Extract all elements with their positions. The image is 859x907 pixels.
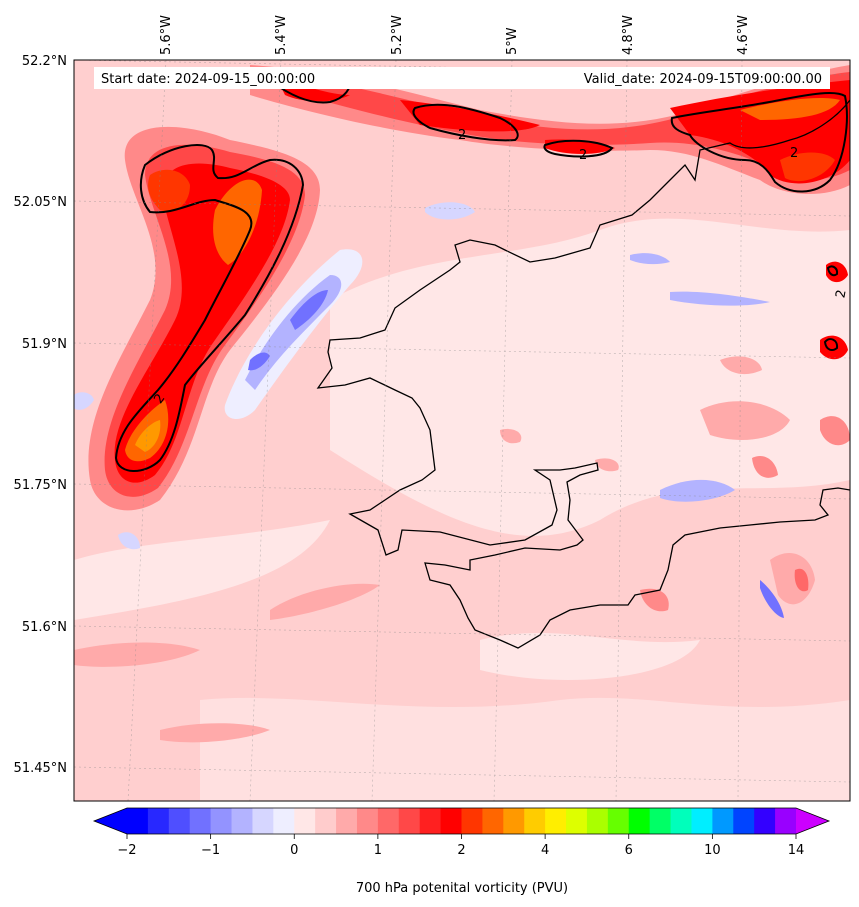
- colorbar-segment: [566, 808, 588, 834]
- colorbar-tick-label: −1: [201, 843, 220, 858]
- lat-tick-label: 51.75°N: [14, 478, 67, 493]
- colorbar-tick-label: 0: [290, 843, 298, 858]
- lat-tick-label: 51.45°N: [14, 761, 67, 776]
- colorbar-segment: [649, 808, 672, 834]
- colorbar-segment: [775, 808, 797, 834]
- lon-tick-label: 5.6°W: [159, 15, 174, 55]
- colorbar-segment: [628, 808, 651, 834]
- colorbar-segment: [273, 808, 295, 834]
- colorbar-tick-label: 4: [541, 843, 549, 858]
- lat-tick-label: 52.2°N: [22, 54, 67, 69]
- colorbar-segment: [691, 808, 713, 834]
- pv-2-contours: [114, 72, 848, 472]
- latitude-ticks: 52.2°N 52.05°N 51.9°N 51.75°N 51.6°N 51.…: [14, 54, 67, 776]
- coastline: [316, 99, 850, 649]
- colorbar-segment: [398, 808, 421, 834]
- colorbar-tick-label: 10: [704, 843, 721, 858]
- colorbar-segment: [712, 808, 734, 834]
- colorbar-tick-label: −2: [117, 843, 136, 858]
- colorbar-segment: [586, 808, 609, 834]
- colorbar-title: 700 hPa potenital vorticity (PVU): [356, 881, 568, 896]
- lon-tick-label: 5.2°W: [390, 15, 405, 55]
- colorbar-segment: [377, 808, 400, 834]
- colorbar-segment: [670, 808, 692, 834]
- map-plot-area: 2 2 2 2 2 Start date: 2024-09-15_00:00:0…: [74, 60, 850, 801]
- colorbar-segment: [336, 808, 358, 834]
- colorbar-segment: [210, 808, 233, 834]
- lon-tick-label: 5.4°W: [274, 15, 289, 55]
- colorbar-tick-label: 2: [457, 843, 465, 858]
- colorbar-segment: [440, 808, 462, 834]
- colorbar-tick-label: 14: [788, 843, 805, 858]
- colorbar-segment: [461, 808, 483, 834]
- lat-tick-label: 52.05°N: [14, 195, 67, 210]
- longitude-ticks: 5.6°W 5.4°W 5.2°W 5°W 4.8°W 4.6°W: [159, 15, 751, 55]
- lat-tick-label: 51.9°N: [22, 337, 67, 352]
- colorbar-segment: [545, 808, 567, 834]
- pv-west-ridge: [88, 126, 321, 511]
- colorbar-extend-low: [94, 808, 127, 834]
- start-date-label: Start date: 2024-09-15_00:00:00: [101, 72, 315, 87]
- lon-tick-label: 4.8°W: [621, 15, 636, 55]
- colorbar: −2 −1 0 1 2 4 6 10 14 700 hPa potenital vorticit…: [92, 807, 831, 896]
- colorbar-segment: [754, 808, 776, 834]
- pv-blue-negative-areas: [74, 202, 784, 618]
- colorbar-tick-label: 1: [374, 843, 382, 858]
- colorbar-tick-label: 6: [625, 843, 633, 858]
- lat-tick-label: 51.6°N: [22, 620, 67, 635]
- contour-label: 2: [833, 289, 849, 300]
- colorbar-ticks: −2 −1 0 1 2 4 6 10 14: [117, 834, 804, 858]
- map-frame: [73, 59, 851, 802]
- colorbar-segments: [127, 808, 797, 834]
- colorbar-segment: [607, 808, 630, 834]
- colorbar-segment: [231, 808, 253, 834]
- colorbar-segment: [524, 808, 546, 834]
- colorbar-segment: [356, 808, 379, 834]
- colorbar-segment: [189, 808, 212, 834]
- contour-label: 2: [458, 128, 466, 143]
- contour-label: 2: [579, 148, 587, 163]
- colorbar-extend-high: [796, 808, 829, 834]
- colorbar-segment: [294, 808, 316, 834]
- colorbar-segment: [127, 808, 149, 834]
- lon-tick-label: 4.6°W: [736, 15, 751, 55]
- colorbar-segment: [168, 808, 191, 834]
- colorbar-segment: [733, 808, 755, 834]
- header-band: [94, 67, 830, 89]
- colorbar-segment: [503, 808, 525, 834]
- colorbar-segment: [147, 808, 170, 834]
- contour-label: 2: [790, 146, 798, 161]
- pv-scattered-patches: [74, 261, 850, 743]
- colorbar-segment: [419, 808, 442, 834]
- colorbar-segment: [482, 808, 504, 834]
- colorbar-segment: [315, 808, 337, 834]
- lon-tick-label: 5°W: [505, 27, 520, 55]
- colorbar-segment: [252, 808, 274, 834]
- valid-date-label: Valid_date: 2024-09-15T09:00:00.00: [584, 72, 822, 87]
